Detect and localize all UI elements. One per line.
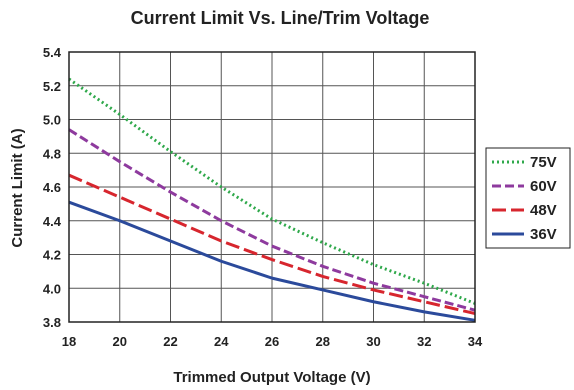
- legend-box: [485, 147, 571, 249]
- y-tick-label-3: 4.4: [43, 214, 62, 229]
- y-tick-label-0: 3.8: [43, 315, 61, 330]
- y-tick-labels: 3.8 4.0 4.2 4.4 4.6 4.8 5.0 5.2 5.4: [43, 45, 62, 330]
- x-tick-label-8: 34: [468, 334, 483, 349]
- x-tick-label-5: 28: [316, 334, 330, 349]
- grid: [68, 51, 476, 323]
- y-tick-label-6: 5.0: [43, 113, 61, 128]
- y-tick-label-1: 4.0: [43, 281, 61, 296]
- legend-label-60V: 60V: [530, 178, 557, 195]
- legend-label-36V: 36V: [530, 226, 557, 243]
- series-lines: [68, 77, 476, 322]
- legend-label-48V: 48V: [530, 202, 557, 219]
- x-tick-label-1: 20: [113, 334, 127, 349]
- x-tick-label-2: 22: [163, 334, 177, 349]
- x-tick-labels: 18 20 22 24 26 28 30 32 34: [62, 334, 483, 349]
- series-line-75V: [68, 77, 476, 305]
- y-tick-label-5: 4.8: [43, 146, 61, 161]
- series-line-48V: [68, 173, 476, 316]
- x-tick-label-4: 26: [265, 334, 279, 349]
- x-tick-label-6: 30: [366, 334, 380, 349]
- y-tick-label-4: 4.6: [43, 180, 61, 195]
- series-line-60V: [68, 128, 476, 312]
- x-tick-label-7: 32: [417, 334, 431, 349]
- legend-label-75V: 75V: [530, 154, 557, 171]
- legend: 75V 60V 48V 36V: [485, 147, 571, 249]
- x-tick-label-3: 24: [214, 334, 229, 349]
- y-tick-label-8: 5.4: [43, 45, 62, 60]
- x-axis-label: Trimmed Output Voltage (V): [173, 369, 370, 386]
- y-axis-label: Current Limit (A): [9, 128, 26, 247]
- x-tick-label-0: 18: [62, 334, 76, 349]
- chart-title: Current Limit Vs. Line/Trim Voltage: [131, 8, 430, 28]
- plot-frame: [68, 51, 476, 323]
- y-tick-label-2: 4.2: [43, 248, 61, 263]
- y-tick-label-7: 5.2: [43, 79, 61, 94]
- series-line-36V: [68, 200, 476, 322]
